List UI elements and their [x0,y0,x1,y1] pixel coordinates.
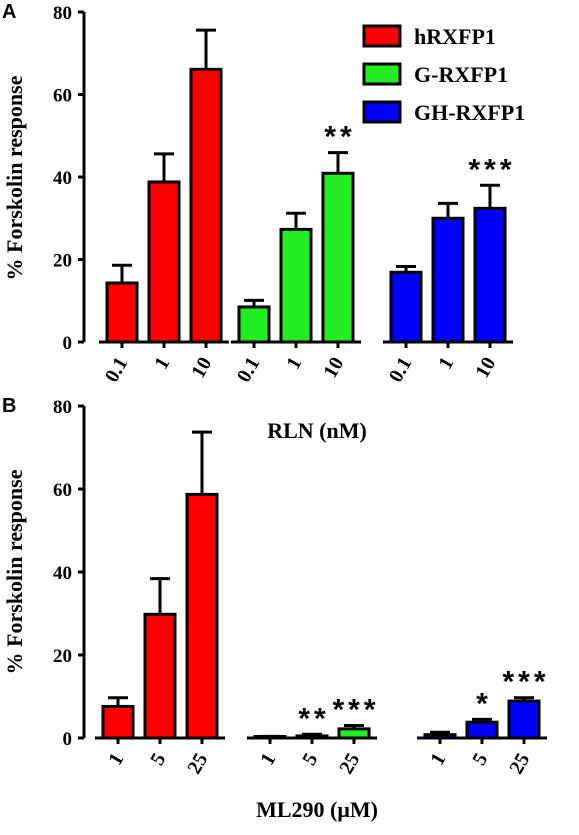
panel-a-x-tick-label: 10 [187,354,216,382]
panel-b-x-tick-label: 5 [146,750,170,770]
panel-b-bar-gh-rxfp1-5 [465,720,499,740]
panel-a-y-tick-label: 20 [53,251,72,272]
legend: hRXFP1 G-RXFP1 GH-RXFP1 [362,24,525,125]
panel-a-y-tick-label: 80 [53,3,72,24]
panel-a-x-tick-label: 1 [434,354,458,374]
panel-a-significance-g-rxfp1: ** [324,121,355,154]
panel-b-y-tick-label: 20 [53,646,72,667]
panel-a-y-axis-label: % Forskolin response [2,75,27,280]
panel-a-bar-g-rxfp1-10 [321,171,355,344]
panel-b-x-tick-label: 25 [335,750,364,778]
legend-swatch-hrxfp1 [362,24,402,48]
panel-b-y-tick-label: 0 [63,729,73,750]
panel-b-x-axis-label: ML290 (μM) [256,797,378,822]
panel-a-y-tick-label: 60 [53,86,72,107]
panel-a-x-tick-label: 1 [282,354,306,374]
panel-b-y-tick-label: 40 [53,563,72,584]
panel-b-y-tick-label: 60 [53,480,72,501]
panel-b-letter: B [2,395,16,417]
panel-b-x-tick-label: 5 [468,750,492,770]
panel-b-bar-g-rxfp1-25 [337,727,371,740]
panel-b-bar-gh-rxfp1-1 [423,733,457,740]
panel-b-y-axis: 0 20 40 60 80 [53,397,86,750]
panel-a-x-axis-label: RLN (nM) [267,418,367,443]
panel-b-x-tick-label: 25 [183,750,212,778]
panel-a-y-tick-label: 40 [53,168,72,189]
legend-item-gh-rxfp1: GH-RXFP1 [362,100,525,125]
panel-b-bar-g-rxfp1-1 [253,735,287,740]
panel-b-significance-g-rxfp1: *** [332,694,379,727]
panel-b-bar-hrxfp1-25 [185,492,219,740]
panel-a-significance-gh-rxfp1: *** [468,153,515,186]
panel-a-bar-gh-rxfp1-1 [431,216,465,344]
panel-b-significance-gh-rxfp1: * [476,687,492,720]
panel-b-y-ticks: 0 20 40 60 80 [53,397,84,750]
panel-b-y-tick-label: 80 [53,397,72,418]
panel-b-significance-gh-rxfp1: *** [502,666,549,699]
legend-label-gh-rxfp1: GH-RXFP1 [414,100,525,125]
panel-a-x-tick-label: 10 [471,354,500,382]
panel-a-x-tick-label: 0.1 [233,354,265,387]
panel-a-bar-g-rxfp1-1 [279,227,313,344]
panel-a-x-tick-label: 0.1 [101,354,133,387]
panel-a-y-tick-label: 0 [63,333,73,354]
panel-b-y-axis-label: % Forskolin response [2,469,27,674]
panel-a-bar-hrxfp1-1 [147,180,181,344]
panel-a-bar-hrxfp1-0-1 [105,281,139,344]
panel-b-bar-hrxfp1-1 [101,704,135,740]
legend-swatch-gh-rxfp1 [362,100,402,124]
panel-a-y-ticks: 0 20 40 60 80 [53,3,84,354]
panel-a-bars: 0.1 1 10 0.1 1 10 ** 0.1 1 10 *** [99,28,515,387]
panel-a-letter: A [2,1,16,23]
panel-a-x-tick-label: 10 [319,354,348,382]
panel-a-bar-gh-rxfp1-0-1 [389,270,423,344]
panel-b-x-tick-label: 25 [505,750,534,778]
panel-b-x-tick-label: 1 [426,750,450,770]
legend-label-hrxfp1: hRXFP1 [414,24,496,49]
panel-b-significance-g-rxfp1: ** [298,702,329,735]
panel-a-y-axis: 0 20 40 60 80 [53,3,86,354]
panel-b-x-tick-label: 1 [256,750,280,770]
panel-a-x-tick-label: 1 [150,354,174,374]
panel-b-bars: 1 5 25 1 5**25***1 5*25*** [95,430,549,778]
panel-b-bar-gh-rxfp1-25 [507,699,541,740]
panel-b-x-tick-label: 1 [104,750,128,770]
panel-b-x-tick-label: 5 [298,750,322,770]
legend-swatch-g-rxfp1 [362,62,402,86]
legend-item-g-rxfp1: G-RXFP1 [362,62,508,87]
panel-a-bar-gh-rxfp1-10 [473,206,507,344]
panel-a-bar-hrxfp1-10 [189,67,223,344]
panel-a-x-tick-label: 0.1 [385,354,417,387]
panel-b-bar-hrxfp1-5 [143,612,177,740]
legend-item-hrxfp1: hRXFP1 [362,24,496,49]
panel-b-bar-g-rxfp1-5 [295,734,329,740]
panel-a-bar-g-rxfp1-0-1 [237,305,271,344]
legend-label-g-rxfp1: G-RXFP1 [414,62,508,87]
